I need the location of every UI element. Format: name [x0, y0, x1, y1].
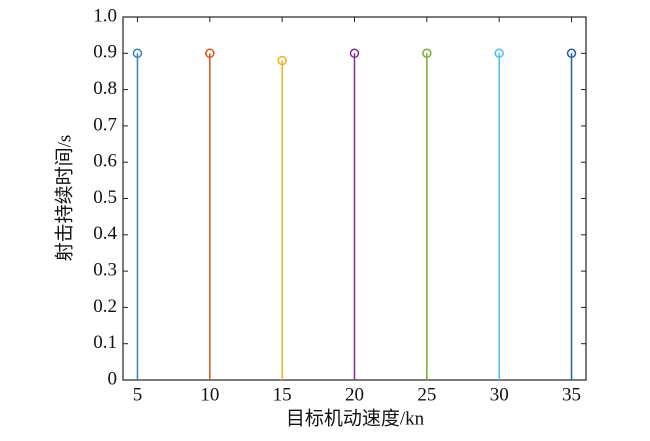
y-tick-label: 0: [108, 368, 118, 389]
y-tick-label: 0.8: [93, 78, 117, 99]
y-axis-label: 射击持续时间/s: [53, 135, 75, 262]
y-tick-label: 1.0: [93, 5, 117, 26]
x-tick-label: 15: [273, 384, 292, 405]
y-tick-label: 0.2: [93, 296, 117, 317]
x-tick-label: 20: [345, 384, 364, 405]
y-tick-label: 0.7: [93, 114, 117, 135]
x-tick-label: 5: [133, 384, 143, 405]
stem-marker: [132, 48, 143, 59]
stem-marker: [205, 48, 215, 59]
y-tick-label: 0.1: [93, 332, 117, 353]
stem-marker: [349, 48, 360, 59]
y-tick-label: 0.3: [93, 259, 117, 280]
y-tick-label: 0.4: [93, 223, 117, 244]
x-tick-label: 35: [562, 384, 581, 405]
y-tick-label: 0.5: [93, 187, 117, 208]
y-tick-label: 0.6: [93, 151, 117, 172]
x-tick-label: 25: [417, 384, 436, 405]
x-tick-label: 10: [200, 384, 219, 405]
stem-marker: [494, 48, 504, 59]
stem-marker: [277, 55, 287, 66]
x-axis-label: 目标机动速度/kn: [286, 407, 425, 429]
x-tick-label: 30: [490, 384, 509, 405]
stem-marker: [566, 48, 577, 59]
stem-marker: [422, 48, 432, 59]
y-tick-label: 0.9: [93, 42, 117, 63]
